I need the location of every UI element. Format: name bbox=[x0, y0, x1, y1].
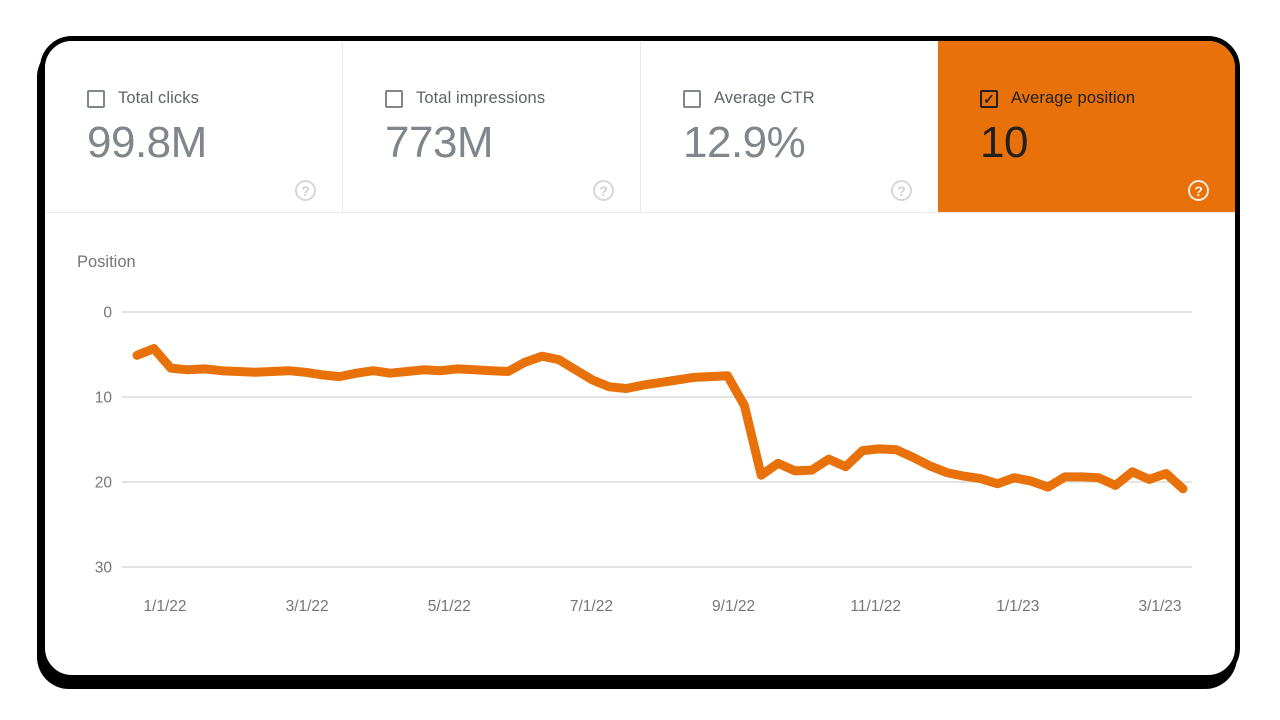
help-icon[interactable]: ? bbox=[1188, 180, 1209, 201]
card-header: ✓ Average position bbox=[980, 89, 1235, 108]
x-tick-label: 1/1/23 bbox=[996, 598, 1039, 615]
metric-card-total-impressions[interactable]: Total impressions 773M ? bbox=[342, 41, 640, 212]
average-ctr-label: Average CTR bbox=[714, 89, 815, 107]
x-tick-label: 9/1/22 bbox=[712, 598, 755, 615]
average-ctr-checkbox[interactable] bbox=[683, 89, 701, 108]
average-position-checkbox[interactable]: ✓ bbox=[980, 89, 998, 108]
position-chart-area: Position 0 10 20 30 1/1/22 3/1/22 5/1/22 7/1/22 9… bbox=[45, 213, 1235, 658]
y-tick-label: 20 bbox=[95, 475, 113, 492]
card-header: Total clicks bbox=[87, 89, 342, 108]
average-position-value: 10 bbox=[980, 118, 1028, 167]
performance-report-panel: Total clicks 99.8M ? Total impressions 7… bbox=[40, 36, 1240, 680]
x-tick-label: 3/1/22 bbox=[286, 598, 329, 615]
card-header: Average CTR bbox=[683, 89, 938, 108]
chart-axis-title: Position bbox=[77, 253, 136, 271]
metric-card-average-position[interactable]: ✓ Average position 10 ? bbox=[938, 41, 1235, 212]
y-tick-label: 0 bbox=[103, 305, 112, 322]
help-icon[interactable]: ? bbox=[593, 180, 614, 201]
x-tick-label: 7/1/22 bbox=[570, 598, 613, 615]
metric-card-total-clicks[interactable]: Total clicks 99.8M ? bbox=[45, 41, 342, 212]
total-clicks-value: 99.8M bbox=[87, 118, 207, 167]
total-impressions-checkbox[interactable] bbox=[385, 89, 403, 108]
x-tick-label: 1/1/22 bbox=[143, 598, 186, 615]
metric-cards-row: Total clicks 99.8M ? Total impressions 7… bbox=[45, 41, 1235, 213]
y-tick-label: 30 bbox=[95, 560, 113, 577]
y-tick-label: 10 bbox=[95, 390, 113, 407]
x-tick-label: 5/1/22 bbox=[428, 598, 471, 615]
total-clicks-label: Total clicks bbox=[118, 89, 199, 107]
x-tick-label: 11/1/22 bbox=[850, 598, 901, 615]
total-impressions-label: Total impressions bbox=[416, 89, 546, 107]
position-series-line bbox=[132, 344, 1188, 494]
total-impressions-value: 773M bbox=[385, 118, 494, 167]
x-tick-label: 3/1/23 bbox=[1138, 598, 1181, 615]
card-header: Total impressions bbox=[385, 89, 640, 108]
metric-card-average-ctr[interactable]: Average CTR 12.9% ? bbox=[640, 41, 938, 212]
average-position-label: Average position bbox=[1011, 89, 1136, 107]
average-ctr-value: 12.9% bbox=[683, 118, 806, 167]
help-icon[interactable]: ? bbox=[295, 180, 316, 201]
position-line-chart: Position 0 10 20 30 1/1/22 3/1/22 5/1/22 7/1/22 9… bbox=[77, 253, 1192, 615]
help-icon[interactable]: ? bbox=[891, 180, 912, 201]
total-clicks-checkbox[interactable] bbox=[87, 89, 105, 108]
